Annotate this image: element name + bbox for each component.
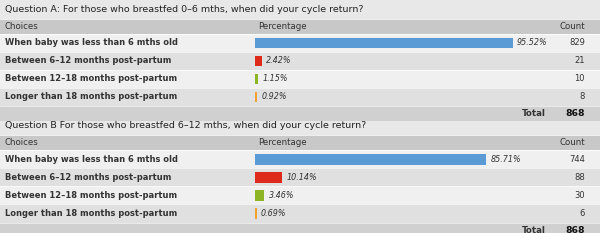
Text: 0.92%: 0.92%: [262, 93, 287, 102]
Bar: [0, 52, 600, 70]
Text: Question B For those who breastfed 6–12 mths, when did your cycle return?: Question B For those who breastfed 6–12 …: [5, 121, 366, 130]
Text: Between 6–12 months post-partum: Between 6–12 months post-partum: [5, 173, 171, 182]
Text: Percentage: Percentage: [258, 138, 307, 147]
Bar: [0, 70, 600, 88]
Bar: [0, 135, 600, 150]
Bar: [0, 106, 600, 121]
Bar: [0, 186, 600, 205]
Bar: [0, 19, 600, 34]
Bar: [255, 190, 265, 201]
Text: 2.42%: 2.42%: [266, 56, 291, 65]
Text: Total: Total: [522, 226, 546, 233]
Text: Between 12–18 months post-partum: Between 12–18 months post-partum: [5, 191, 177, 200]
Text: 95.52%: 95.52%: [517, 38, 548, 47]
Bar: [0, 88, 600, 106]
Text: 6: 6: [580, 209, 585, 218]
Text: 1.15%: 1.15%: [262, 74, 288, 83]
Text: 829: 829: [569, 38, 585, 47]
Text: When baby was less than 6 mths old: When baby was less than 6 mths old: [5, 155, 178, 164]
Text: 30: 30: [574, 191, 585, 200]
Text: When baby was less than 6 mths old: When baby was less than 6 mths old: [5, 38, 178, 47]
Text: Between 6–12 months post-partum: Between 6–12 months post-partum: [5, 56, 171, 65]
Bar: [255, 208, 257, 219]
Text: Count: Count: [559, 22, 585, 31]
Text: Percentage: Percentage: [258, 22, 307, 31]
Text: Between 12–18 months post-partum: Between 12–18 months post-partum: [5, 74, 177, 83]
Text: 10.14%: 10.14%: [287, 173, 317, 182]
Bar: [255, 74, 258, 84]
Bar: [0, 223, 600, 233]
Text: 21: 21: [575, 56, 585, 65]
Text: Choices: Choices: [5, 22, 38, 31]
Text: 0.69%: 0.69%: [261, 209, 287, 218]
Bar: [0, 205, 600, 223]
Bar: [255, 38, 513, 48]
Text: Choices: Choices: [5, 138, 38, 147]
Text: 3.46%: 3.46%: [269, 191, 294, 200]
Text: Question A: For those who breastfed 0–6 mths, when did your cycle return?: Question A: For those who breastfed 0–6 …: [5, 5, 364, 14]
Bar: [0, 34, 600, 52]
Text: Total: Total: [522, 109, 546, 118]
Bar: [255, 56, 262, 66]
Text: 868: 868: [566, 226, 585, 233]
Text: 744: 744: [569, 155, 585, 164]
Text: 85.71%: 85.71%: [491, 155, 521, 164]
Text: 8: 8: [580, 93, 585, 102]
Bar: [255, 92, 257, 102]
Bar: [255, 154, 487, 164]
Text: Longer than 18 months post-partum: Longer than 18 months post-partum: [5, 93, 177, 102]
Text: 868: 868: [566, 109, 585, 118]
Text: 10: 10: [575, 74, 585, 83]
Bar: [255, 172, 283, 183]
Text: Count: Count: [559, 138, 585, 147]
Bar: [0, 168, 600, 186]
Text: Longer than 18 months post-partum: Longer than 18 months post-partum: [5, 209, 177, 218]
Text: 88: 88: [574, 173, 585, 182]
Bar: [0, 150, 600, 168]
